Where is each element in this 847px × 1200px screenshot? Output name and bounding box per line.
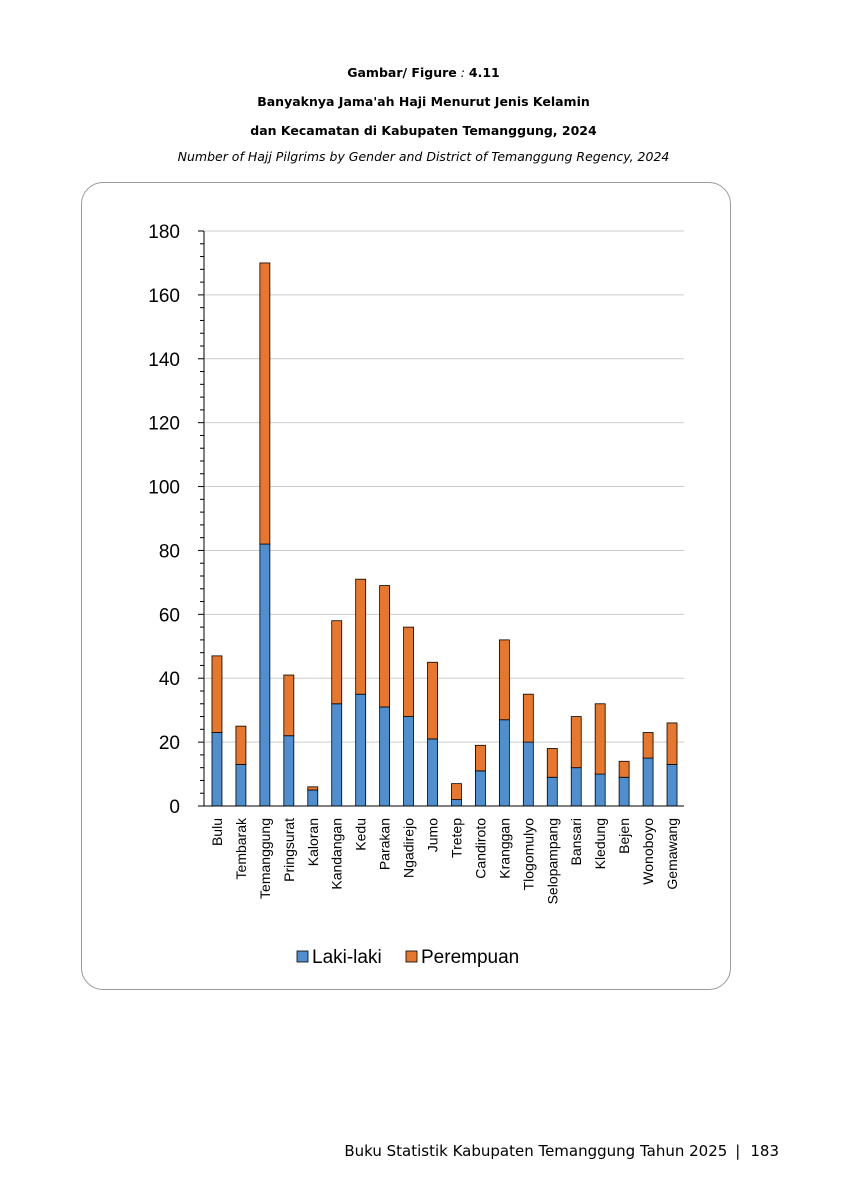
x-tick-label: Jumo — [425, 818, 441, 852]
bar-perempuan-kledung — [594, 703, 606, 775]
x-tick-label: Gemawang — [664, 818, 680, 890]
x-tick-label: Parakan — [377, 818, 393, 870]
footer-book-title: Buku Statistik Kabupaten Temanggung Tahu… — [344, 1142, 728, 1160]
bar-perempuan-kedu — [355, 578, 367, 695]
bar-perempuan-bansari — [570, 716, 582, 769]
legend-swatch-perempuan — [405, 950, 418, 963]
figure-label: Gambar/ Figure — [347, 65, 457, 80]
y-tick-label: 140 — [148, 350, 180, 371]
x-tick-label: Tretep — [448, 818, 464, 858]
bar-laki-laki-kranggan — [498, 719, 510, 807]
bar-perempuan-tembarak — [235, 725, 247, 765]
page-number: 183 — [750, 1142, 779, 1160]
bar-laki-laki-tretep — [451, 799, 462, 807]
x-tick-label: Tembarak — [233, 817, 249, 879]
bar-laki-laki-kaloran — [307, 789, 319, 807]
stacked-bar-chart: 0 20 40 60 80 100 120 140 160 180 Bulu Tembarak Tema… — [148, 222, 684, 968]
bar-perempuan-candiroto — [475, 744, 486, 772]
y-tick-label: 160 — [148, 286, 180, 307]
bar-laki-laki-kedu — [355, 693, 367, 807]
legend-label-perempuan: Perempuan — [421, 947, 519, 968]
bar-laki-laki-bejen — [618, 776, 630, 807]
figure-number: 4.11 — [468, 65, 500, 80]
bar-laki-laki-pringsurat — [283, 735, 295, 807]
bar-laki-laki-wonoboyo — [642, 757, 654, 807]
figure-separator: : — [456, 65, 469, 80]
legend-swatch-laki-laki — [296, 950, 309, 963]
x-tick-label: Wonoboyo — [640, 818, 656, 885]
bar-perempuan-wonoboyo — [642, 732, 654, 759]
x-tick-label: Pringsurat — [281, 818, 297, 882]
y-tick-label: 180 — [148, 222, 180, 243]
x-tick-label: Kaloran — [305, 818, 321, 866]
bar-perempuan-kranggan — [498, 639, 510, 721]
bar-perempuan-bulu — [211, 655, 223, 733]
figure-caption: Gambar/ Figure : 4.11 — [0, 58, 847, 87]
bar-laki-laki-ngadirejo — [403, 716, 414, 807]
x-tick-label: Temanggung — [257, 818, 273, 899]
bar-laki-laki-selopampang — [546, 776, 558, 807]
chart-title-line2: dan Kecamatan di Kabupaten Temanggung, 2… — [250, 123, 597, 138]
bar-perempuan-gemawang — [666, 722, 678, 765]
y-tick-label: 100 — [148, 478, 180, 499]
bar-perempuan-tlogomulyo — [522, 693, 534, 743]
x-tick-label: Bulu — [209, 818, 225, 846]
y-tick-label: 0 — [169, 797, 180, 818]
bar-laki-laki-bansari — [570, 767, 582, 807]
bar-laki-laki-kandangan — [331, 703, 343, 807]
y-tick-label: 120 — [148, 414, 180, 435]
bar-perempuan-pringsurat — [283, 674, 295, 737]
x-tick-label: Kedu — [353, 818, 369, 851]
x-tick-label: Candiroto — [472, 818, 488, 879]
x-tick-label: Kranggan — [496, 818, 512, 879]
bar-laki-laki-temanggung — [259, 543, 271, 807]
x-tick-label: Bansari — [568, 818, 584, 865]
x-tick-label: Selopampang — [544, 818, 560, 904]
bar-perempuan-kandangan — [331, 620, 343, 705]
bar-perempuan-tretep — [451, 783, 462, 801]
bar-laki-laki-tembarak — [235, 764, 247, 807]
y-tick-label: 20 — [159, 733, 180, 754]
bar-laki-laki-parakan — [379, 706, 391, 807]
bar-laki-laki-jumo — [427, 738, 438, 807]
bar-laki-laki-bulu — [211, 732, 223, 807]
y-tick-label: 80 — [159, 541, 180, 562]
chart-title-english: Number of Hajj Pilgrims by Gender and Di… — [177, 149, 670, 164]
bar-laki-laki-kledung — [594, 773, 606, 807]
bar-laki-laki-tlogomulyo — [522, 741, 534, 807]
x-tick-label: Bejen — [616, 818, 632, 854]
x-tick-label: Kledung — [592, 818, 608, 869]
x-tick-label: Ngadirejo — [401, 818, 417, 878]
y-tick-label: 40 — [159, 669, 180, 690]
legend-label-laki-laki: Laki-laki — [312, 947, 382, 968]
bar-perempuan-parakan — [379, 585, 391, 708]
bar-perempuan-bejen — [618, 760, 630, 778]
title-block: Gambar/ Figure : 4.11 Banyaknya Jama'ah … — [0, 58, 847, 169]
bar-perempuan-jumo — [427, 661, 438, 740]
bar-laki-laki-gemawang — [666, 764, 678, 807]
footer-separator: | — [735, 1142, 741, 1160]
bar-perempuan-selopampang — [546, 748, 558, 778]
x-tick-label: Tlogomulyo — [520, 818, 536, 891]
chart-title-line1: Banyaknya Jama'ah Haji Menurut Jenis Kel… — [257, 94, 590, 109]
page-footer: Buku Statistik Kabupaten Temanggung Tahu… — [344, 1142, 779, 1160]
bar-perempuan-ngadirejo — [403, 626, 414, 717]
bar-perempuan-kaloran — [307, 786, 319, 791]
x-tick-label: Kandangan — [329, 818, 345, 890]
bar-laki-laki-candiroto — [475, 770, 486, 807]
y-tick-label: 60 — [159, 605, 180, 626]
bar-perempuan-temanggung — [259, 262, 271, 545]
chart-card: 0 20 40 60 80 100 120 140 160 180 Bulu Tembarak Tema… — [81, 182, 731, 990]
